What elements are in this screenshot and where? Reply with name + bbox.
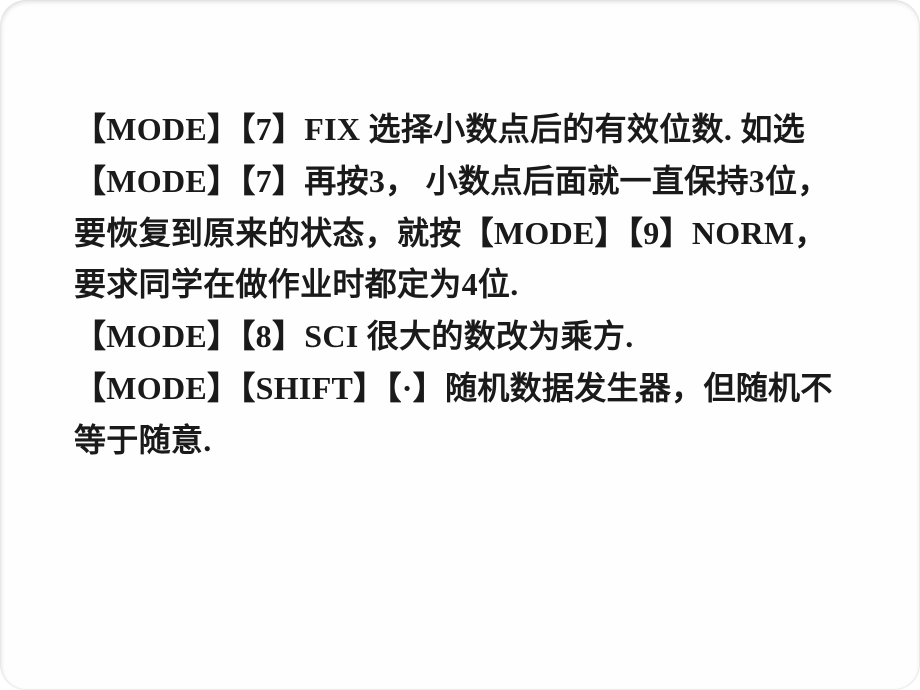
- paragraph-1: 【MODE】【7】FIX 选择小数点后的有效位数. 如选【MODE】【7】再按3…: [74, 104, 846, 311]
- paragraph-3: 【MODE】【SHIFT】【·】随机数据发生器，但随机不等于随意.: [74, 363, 846, 467]
- paragraph-2: 【MODE】【8】SCI 很大的数改为乘方.: [74, 311, 846, 363]
- slide-text-body: 【MODE】【7】FIX 选择小数点后的有效位数. 如选【MODE】【7】再按3…: [74, 104, 846, 586]
- slide-frame: 【MODE】【7】FIX 选择小数点后的有效位数. 如选【MODE】【7】再按3…: [0, 0, 920, 690]
